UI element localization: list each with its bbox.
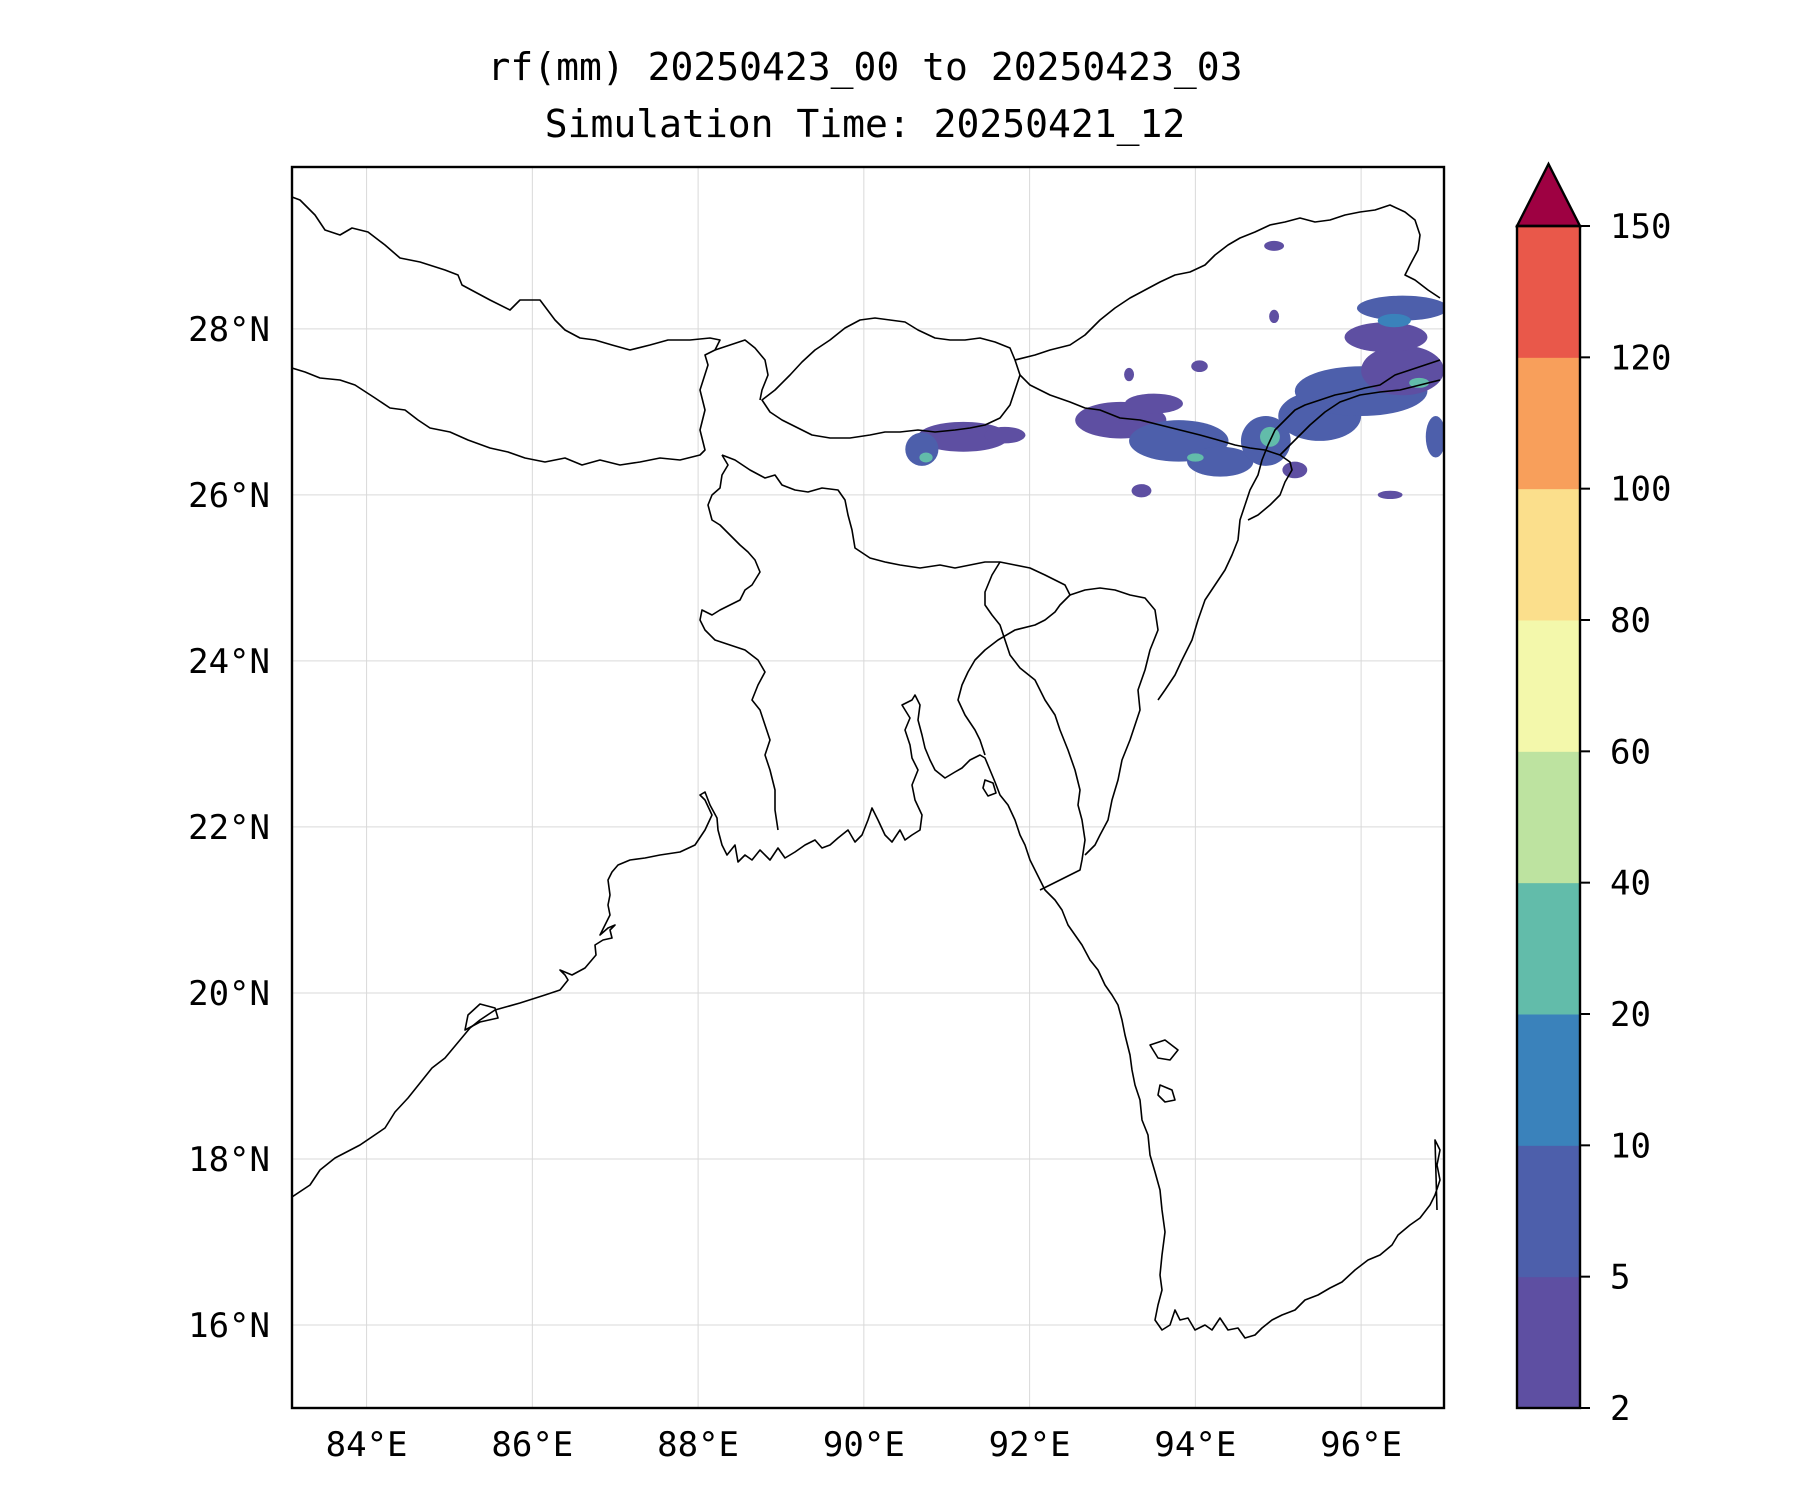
rainfall-patch: [984, 426, 1026, 444]
title-line-2: Simulation Time: 20250421_12: [545, 102, 1186, 147]
border-bhutan: [761, 317, 1021, 439]
island-myanmar: [1157, 1084, 1176, 1103]
colorbar-tick-label: 2: [1610, 1389, 1630, 1429]
colorbar-tick-label: 120: [1610, 338, 1671, 378]
map-axis-ticks: 84°E 86°E 88°E 90°E 92°E 94°E 96°E 16°N 18°N 20°N…: [188, 310, 1402, 1465]
rainfall-patch: [1356, 295, 1444, 321]
border-nepal: [292, 196, 721, 466]
lon-tick-label: 94°E: [1154, 1425, 1236, 1465]
coastline-west: [292, 694, 1441, 1339]
colorbar-tick-label: 10: [1610, 1126, 1651, 1166]
rainfall-patch: [1131, 484, 1152, 498]
lat-tick-label: 28°N: [188, 310, 270, 350]
rainfall-patch: [1377, 313, 1411, 328]
colorbar-tick-label: 150: [1610, 207, 1671, 247]
colorbar-segment: [1517, 882, 1580, 1015]
rainfall-patch: [1191, 360, 1208, 373]
rainfall-patch: [1264, 240, 1285, 251]
lon-tick-label: 92°E: [989, 1425, 1071, 1465]
colorbar-segment: [1517, 226, 1580, 358]
colorbar-tick-label: 5: [1610, 1258, 1630, 1298]
rainfall-patch: [1269, 309, 1280, 324]
colorbar-segment: [1517, 488, 1580, 621]
colorbar-tick-label: 80: [1610, 601, 1651, 641]
rainfall-patch: [1409, 377, 1430, 388]
colorbar-segment: [1517, 1276, 1580, 1409]
rainfall-patch: [1344, 322, 1428, 353]
rainfall-patch: [1425, 416, 1444, 458]
border-northeast-india: [1069, 587, 1159, 856]
rainfall-layer: [905, 240, 1444, 500]
border-bangladesh-india: [699, 454, 779, 831]
map-background: [292, 167, 1444, 1408]
rainfall-patch: [1282, 461, 1308, 479]
lat-tick-label: 16°N: [188, 1306, 270, 1346]
lon-tick-label: 84°E: [326, 1425, 408, 1465]
border-bangladesh-north: [721, 454, 1071, 756]
colorbar-segment: [1517, 620, 1580, 752]
title-line-1: rf(mm) 20250423_00 to 20250423_03: [488, 45, 1243, 90]
rainfall-patch: [1260, 426, 1280, 447]
colorbar-tick-label: 40: [1610, 864, 1651, 904]
rainfall-patch: [1187, 446, 1254, 477]
colorbar-segment: [1517, 357, 1580, 490]
colorbar-tick-label: 20: [1610, 995, 1651, 1035]
border-assam-north: [1019, 374, 1293, 521]
lat-tick-label: 22°N: [188, 808, 270, 848]
border-assam-east: [1279, 379, 1441, 456]
map-panel: 84°E 86°E 88°E 90°E 92°E 94°E 96°E 16°N 18°N 20°N…: [188, 165, 1446, 1465]
rainfall-patch: [1124, 367, 1135, 382]
border-arunachal: [1014, 204, 1441, 361]
colorbar-segment: [1517, 1145, 1580, 1278]
lon-tick-label: 86°E: [491, 1425, 573, 1465]
lat-tick-label: 20°N: [188, 974, 270, 1014]
lat-tick-label: 26°N: [188, 476, 270, 516]
colorbar-outline: [1515, 224, 1582, 1410]
lon-tick-label: 88°E: [657, 1425, 739, 1465]
lon-tick-label: 96°E: [1320, 1425, 1402, 1465]
border-tripura-mizoram: [984, 561, 1086, 891]
border-myanmar-india-east: [1244, 359, 1441, 506]
border-sikkim: [714, 339, 769, 401]
lat-tick-label: 24°N: [188, 642, 270, 682]
colorbar-tick-label: 60: [1610, 732, 1651, 772]
rainfall-patch: [917, 421, 1009, 452]
colorbar-segment: [1517, 751, 1580, 884]
rainfall-patch: [1187, 453, 1204, 462]
border-myanmar-mizoram: [1157, 504, 1246, 701]
island-india-coast: [464, 1003, 499, 1031]
lon-tick-label: 90°E: [823, 1425, 905, 1465]
island-bay: [1149, 1039, 1179, 1061]
rainfall-patch: [1124, 393, 1183, 414]
rainfall-patch: [1361, 345, 1444, 396]
colorbar-segment: [1517, 1014, 1580, 1146]
island-bangladesh: [982, 779, 997, 797]
colorbar-extend-triangle: [1515, 161, 1582, 228]
gridlines: [292, 167, 1444, 1408]
colorbar: 2 5 10 20 40 60 80 100 120 150: [1515, 161, 1671, 1429]
coastlines-and-borders: [292, 196, 1441, 1339]
rainfall-patch: [1377, 490, 1403, 500]
colorbar-tick-label: 100: [1610, 470, 1671, 510]
rainfall-patch: [919, 452, 933, 463]
lat-tick-label: 18°N: [188, 1140, 270, 1180]
map-frame: [290, 165, 1446, 1410]
